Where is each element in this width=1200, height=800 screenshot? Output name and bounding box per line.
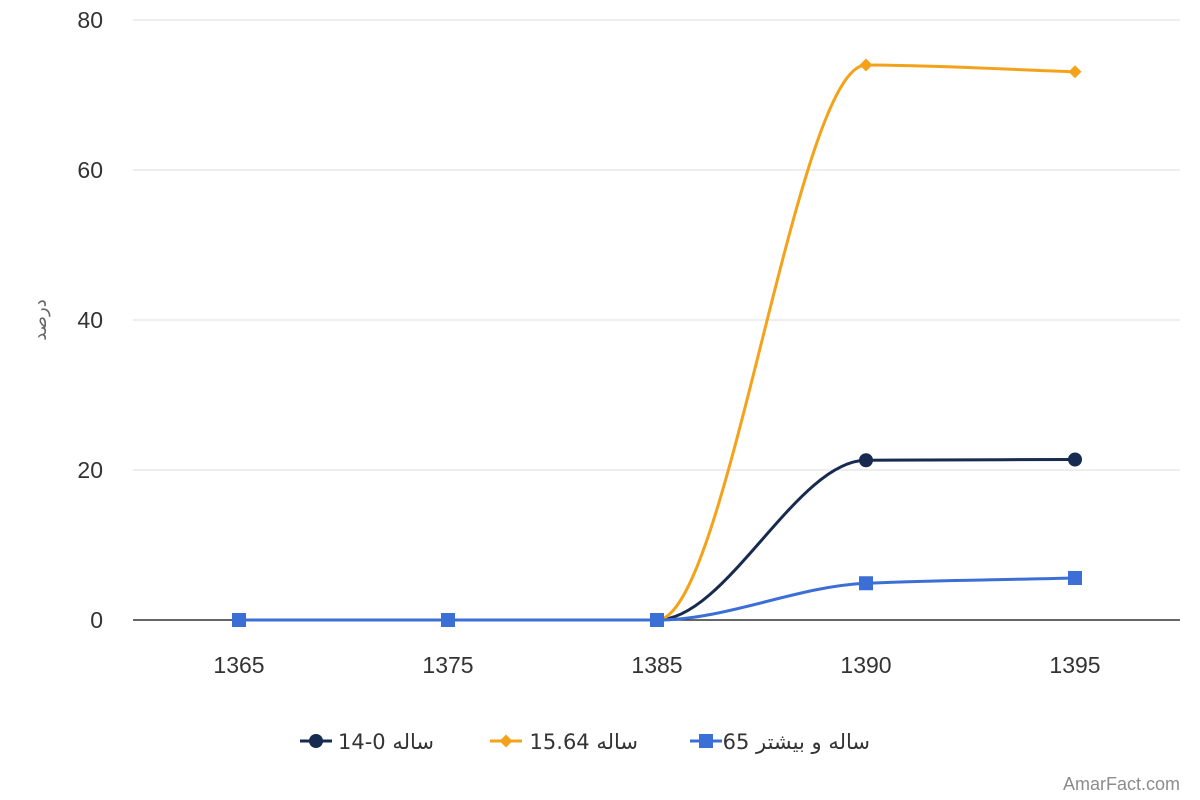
- legend-label: ساله 15.64: [530, 730, 638, 754]
- y-axis-title: درصد: [30, 299, 51, 340]
- x-tick-label: 1385: [631, 652, 682, 678]
- y-tick-label: 60: [77, 157, 103, 183]
- series-group: [232, 571, 1082, 627]
- x-axis-ticks: 1365 1375 1385 1390 1395: [213, 652, 1100, 678]
- data-point-square: [232, 613, 246, 627]
- y-tick-label: 20: [77, 457, 103, 483]
- gridlines: [133, 19, 1180, 471]
- data-point-circle: [859, 453, 873, 468]
- legend-marker: [499, 734, 513, 748]
- watermark: AmarFact.com: [1063, 774, 1180, 794]
- legend-marker: [699, 734, 713, 748]
- x-tick-label: 1375: [422, 652, 473, 678]
- legend-marker: [309, 734, 323, 748]
- y-axis-ticks: 0 20 40 60 80: [77, 7, 103, 633]
- data-point-diamond: [1068, 65, 1082, 79]
- data-point-diamond: [859, 58, 873, 72]
- legend-label: ساله 0-14: [338, 730, 434, 754]
- data-point-square: [650, 613, 664, 627]
- x-tick-label: 1395: [1049, 652, 1100, 678]
- series-line: [239, 458, 1076, 622]
- legend: ساله 0-14 ساله 15.64 ساله و بیشتر 65: [300, 730, 870, 754]
- series-group: [232, 452, 1082, 627]
- y-tick-label: 0: [90, 607, 103, 633]
- data-point-square: [441, 613, 455, 627]
- series-line: [239, 63, 1076, 622]
- series-layer: [232, 58, 1082, 627]
- legend-label: ساله و بیشتر 65: [723, 730, 870, 754]
- data-point-circle: [1068, 452, 1082, 467]
- legend-item: ساله و بیشتر 65: [690, 730, 870, 754]
- data-point-square: [859, 576, 873, 591]
- data-point-square: [1068, 571, 1082, 585]
- legend-item: ساله 0-14: [300, 730, 434, 754]
- x-tick-label: 1365: [213, 652, 264, 678]
- series-group: [232, 58, 1082, 627]
- legend-item: ساله 15.64: [490, 730, 638, 754]
- y-tick-label: 40: [77, 307, 103, 333]
- x-tick-label: 1390: [840, 652, 891, 678]
- y-tick-label: 80: [77, 7, 103, 33]
